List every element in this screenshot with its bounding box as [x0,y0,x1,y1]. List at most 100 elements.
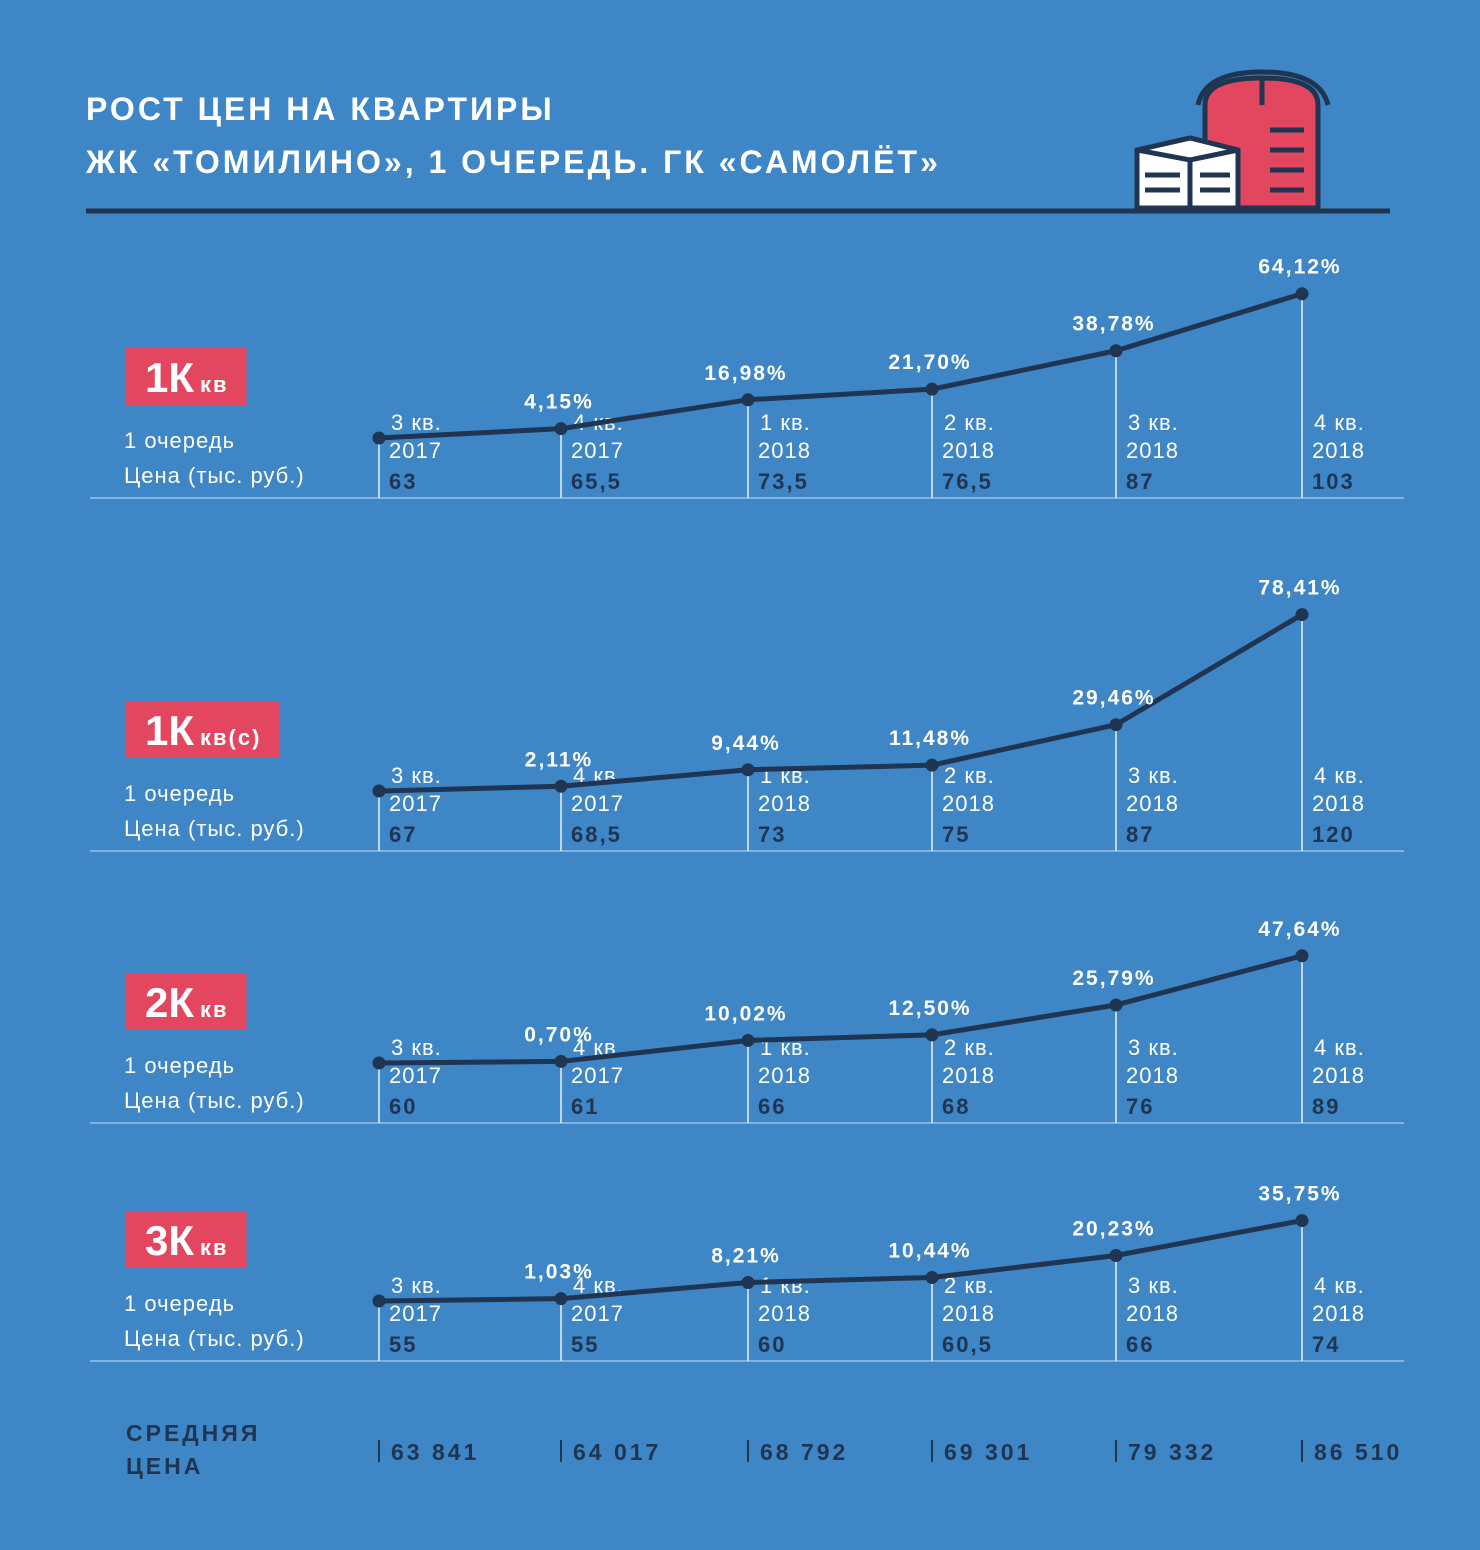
badge-main: 2К [145,979,194,1026]
year-label: 2018 [1126,1301,1179,1326]
price-value: 87 [1126,822,1154,847]
growth-label: 78,41% [1258,577,1341,600]
queue-label: 1 очередь [124,428,235,453]
point [741,763,755,777]
growth-line [378,612,1304,794]
quarter-label: 4 кв. [1314,763,1365,788]
growth-label: 10,02% [704,1002,787,1025]
price-value: 67 [389,822,417,847]
point [372,1294,386,1308]
growth-label: 25,79% [1072,967,1155,990]
price-label: Цена (тыс. руб.) [124,463,305,488]
point [925,1271,939,1285]
point [554,422,568,436]
growth-line [378,953,1303,1066]
point [554,1054,568,1068]
point [741,1033,755,1047]
price-value: 60 [758,1332,786,1357]
price-value: 87 [1126,469,1154,494]
point [1109,1248,1123,1262]
price-value: 74 [1312,1332,1340,1357]
badge-bg [125,348,247,405]
quarter-label: 3 кв. [391,1273,442,1298]
year-label: 2018 [758,1063,811,1088]
point [1109,344,1123,358]
queue-label: 1 очередь [124,1053,235,1078]
badge-bg [125,1211,247,1268]
year-label: 2018 [942,791,995,816]
year-label: 2017 [571,1063,624,1088]
growth-label: 8,21% [711,1245,781,1268]
price-value: 73,5 [758,469,809,494]
badge-sub: кв [200,997,229,1022]
year-label: 2018 [758,438,811,463]
quarter-label: 1 кв. [760,410,811,435]
price-value: 120 [1312,822,1355,847]
point [741,393,755,407]
growth-label: 29,46% [1072,687,1155,710]
point [554,779,568,793]
price-value: 63 [389,469,417,494]
quarter-label: 3 кв. [391,763,442,788]
price-value: 68,5 [571,822,622,847]
price-value: 65,5 [571,469,622,494]
year-label: 2018 [942,1301,995,1326]
growth-line [378,1218,1303,1304]
price-value: 61 [571,1094,599,1119]
year-label: 2018 [1312,1301,1365,1326]
average-value: 63 841 [391,1439,479,1465]
average-value: 68 792 [760,1439,848,1465]
year-label: 2017 [571,1301,624,1326]
growth-label: 38,78% [1072,313,1155,336]
badge: 3К кв [125,1211,247,1268]
quarter-label: 3 кв. [391,1035,442,1060]
year-label: 2018 [758,1301,811,1326]
price-value: 103 [1312,469,1355,494]
price-value: 75 [942,822,970,847]
price-value: 60,5 [942,1332,993,1357]
title-line: ЖК «ТОМИЛИНО», 1 ОЧЕРЕДЬ. ГК «САМОЛЁТ» [85,144,941,180]
price-value: 66 [1126,1332,1154,1357]
average-label: СРЕДНЯЯ [126,1420,260,1446]
growth-label: 64,12% [1258,256,1341,279]
growth-label: 0,70% [524,1023,594,1046]
building-icon [1134,69,1331,211]
price-value: 76,5 [942,469,993,494]
price-value: 73 [758,822,786,847]
badge-sub: кв [200,1235,229,1260]
year-label: 2017 [389,438,442,463]
badge-sub: кв(с) [200,725,261,750]
growth-label: 47,64% [1258,918,1341,941]
price-label: Цена (тыс. руб.) [124,816,305,841]
year-label: 2017 [389,1063,442,1088]
average-value: 86 510 [1314,1439,1402,1465]
year-label: 2017 [571,791,624,816]
badge: 1К кв(с) [125,701,280,758]
point [1109,998,1123,1012]
quarter-label: 4 кв. [1314,1035,1365,1060]
growth-line [378,291,1303,441]
badge-main: 1К [145,707,194,754]
price-value: 66 [758,1094,786,1119]
growth-label: 1,03% [524,1261,594,1284]
growth-label: 10,44% [888,1240,971,1263]
point [1295,608,1309,622]
point [1295,287,1309,301]
quarter-label: 3 кв. [1128,763,1179,788]
average-value: 79 332 [1128,1439,1216,1465]
price-value: 55 [389,1332,417,1357]
year-label: 2018 [1126,791,1179,816]
growth-label: 20,23% [1072,1217,1155,1240]
year-label: 2018 [758,791,811,816]
growth-label: 35,75% [1258,1183,1341,1206]
growth-label: 16,98% [704,362,787,385]
growth-label: 12,50% [888,997,971,1020]
point [372,784,386,798]
quarter-label: 4 кв. [1314,1273,1365,1298]
quarter-label: 1 кв. [760,1273,811,1298]
quarter-label: 2 кв. [944,410,995,435]
year-label: 2018 [1312,791,1365,816]
average-value: 69 301 [944,1439,1032,1465]
title-line: РОСТ ЦЕН НА КВАРТИРЫ [86,91,555,127]
point [1295,1214,1309,1228]
